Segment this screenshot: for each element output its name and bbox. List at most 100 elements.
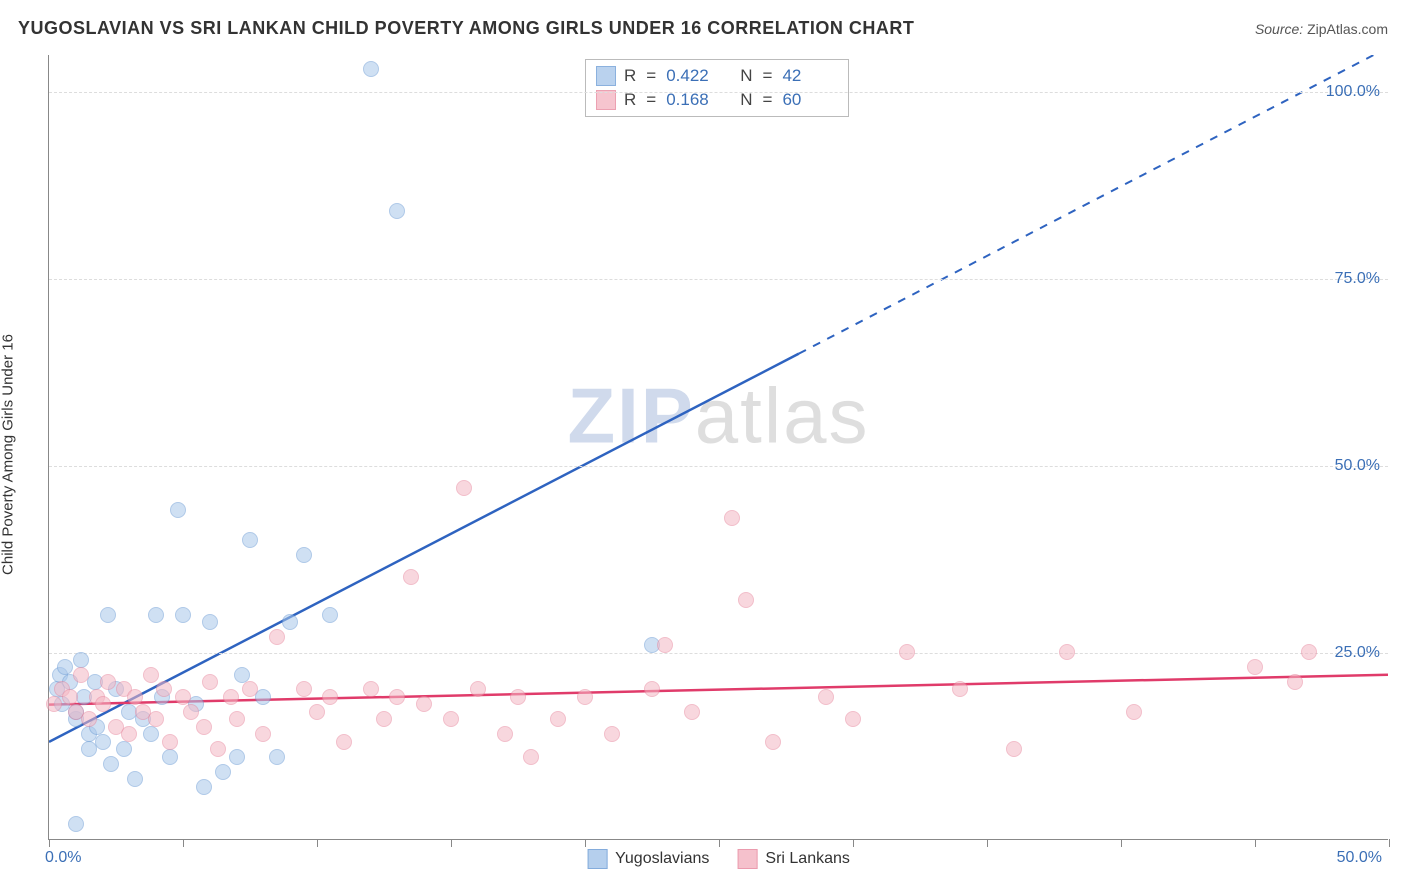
data-point <box>68 816 84 832</box>
data-point <box>363 61 379 77</box>
y-tick-label: 50.0% <box>1335 457 1380 475</box>
legend-eq: = <box>763 66 773 86</box>
correlation-legend-row: R=0.422N=42 <box>596 64 838 88</box>
legend-swatch <box>587 849 607 869</box>
watermark-part1: ZIP <box>567 371 694 459</box>
legend-r-label: R <box>624 66 636 86</box>
gridline <box>49 92 1388 93</box>
scatter-plot: ZIPatlas R=0.422N=42R=0.168N=60 Yugoslav… <box>48 55 1388 840</box>
data-point <box>952 681 968 697</box>
data-point <box>127 689 143 705</box>
data-point <box>255 689 271 705</box>
data-point <box>1247 659 1263 675</box>
data-point <box>309 704 325 720</box>
data-point <box>269 749 285 765</box>
data-point <box>1126 704 1142 720</box>
x-tick <box>49 839 50 847</box>
data-point <box>162 749 178 765</box>
legend-n-label: N <box>740 66 752 86</box>
watermark: ZIPatlas <box>567 370 869 461</box>
y-axis-label: Child Poverty Among Girls Under 16 <box>0 334 17 575</box>
data-point <box>523 749 539 765</box>
data-point <box>1287 674 1303 690</box>
series-legend-item: Yugoslavians <box>587 849 709 869</box>
data-point <box>684 704 700 720</box>
data-point <box>403 569 419 585</box>
data-point <box>95 734 111 750</box>
data-point <box>81 711 97 727</box>
data-point <box>765 734 781 750</box>
series-legend: Yugoslavians Sri Lankans <box>587 849 850 869</box>
y-tick-label: 75.0% <box>1335 270 1380 288</box>
data-point <box>148 711 164 727</box>
data-point <box>416 696 432 712</box>
data-point <box>456 480 472 496</box>
data-point <box>724 510 740 526</box>
data-point <box>170 502 186 518</box>
data-point <box>336 734 352 750</box>
data-point <box>95 696 111 712</box>
data-point <box>183 704 199 720</box>
x-tick <box>987 839 988 847</box>
x-tick <box>183 839 184 847</box>
chart-title: YUGOSLAVIAN VS SRI LANKAN CHILD POVERTY … <box>18 18 914 39</box>
data-point <box>577 689 593 705</box>
y-tick-label: 25.0% <box>1335 644 1380 662</box>
data-point <box>657 637 673 653</box>
data-point <box>296 547 312 563</box>
data-point <box>162 734 178 750</box>
data-point <box>845 711 861 727</box>
legend-eq: = <box>646 66 656 86</box>
data-point <box>202 674 218 690</box>
data-point <box>73 652 89 668</box>
data-point <box>1059 644 1075 660</box>
data-point <box>196 779 212 795</box>
data-point <box>255 726 271 742</box>
data-point <box>202 614 218 630</box>
data-point <box>550 711 566 727</box>
data-point <box>389 689 405 705</box>
watermark-part2: atlas <box>695 371 870 459</box>
data-point <box>229 711 245 727</box>
x-tick-label: 0.0% <box>45 849 81 867</box>
data-point <box>121 726 137 742</box>
data-point <box>148 607 164 623</box>
data-point <box>234 667 250 683</box>
data-point <box>73 667 89 683</box>
x-tick <box>317 839 318 847</box>
data-point <box>604 726 620 742</box>
data-point <box>210 741 226 757</box>
x-tick-label: 50.0% <box>1337 849 1382 867</box>
data-point <box>376 711 392 727</box>
gridline <box>49 653 1388 654</box>
x-tick <box>585 839 586 847</box>
y-tick-label: 100.0% <box>1326 83 1380 101</box>
data-point <box>1006 741 1022 757</box>
data-point <box>62 689 78 705</box>
data-point <box>322 689 338 705</box>
data-point <box>46 696 62 712</box>
data-point <box>229 749 245 765</box>
data-point <box>1301 644 1317 660</box>
data-point <box>196 719 212 735</box>
x-tick <box>719 839 720 847</box>
data-point <box>57 659 73 675</box>
data-point <box>470 681 486 697</box>
data-point <box>497 726 513 742</box>
data-point <box>143 667 159 683</box>
data-point <box>175 607 191 623</box>
series-legend-label: Sri Lankans <box>765 850 850 868</box>
correlation-legend: R=0.422N=42R=0.168N=60 <box>585 59 849 117</box>
data-point <box>899 644 915 660</box>
legend-r-value: 0.422 <box>666 66 722 86</box>
data-point <box>363 681 379 697</box>
data-point <box>156 681 172 697</box>
trend-line-dashed <box>799 55 1388 354</box>
data-point <box>443 711 459 727</box>
data-point <box>100 607 116 623</box>
header: YUGOSLAVIAN VS SRI LANKAN CHILD POVERTY … <box>18 18 1388 39</box>
gridline <box>49 279 1388 280</box>
data-point <box>738 592 754 608</box>
data-point <box>175 689 191 705</box>
data-point <box>223 689 239 705</box>
